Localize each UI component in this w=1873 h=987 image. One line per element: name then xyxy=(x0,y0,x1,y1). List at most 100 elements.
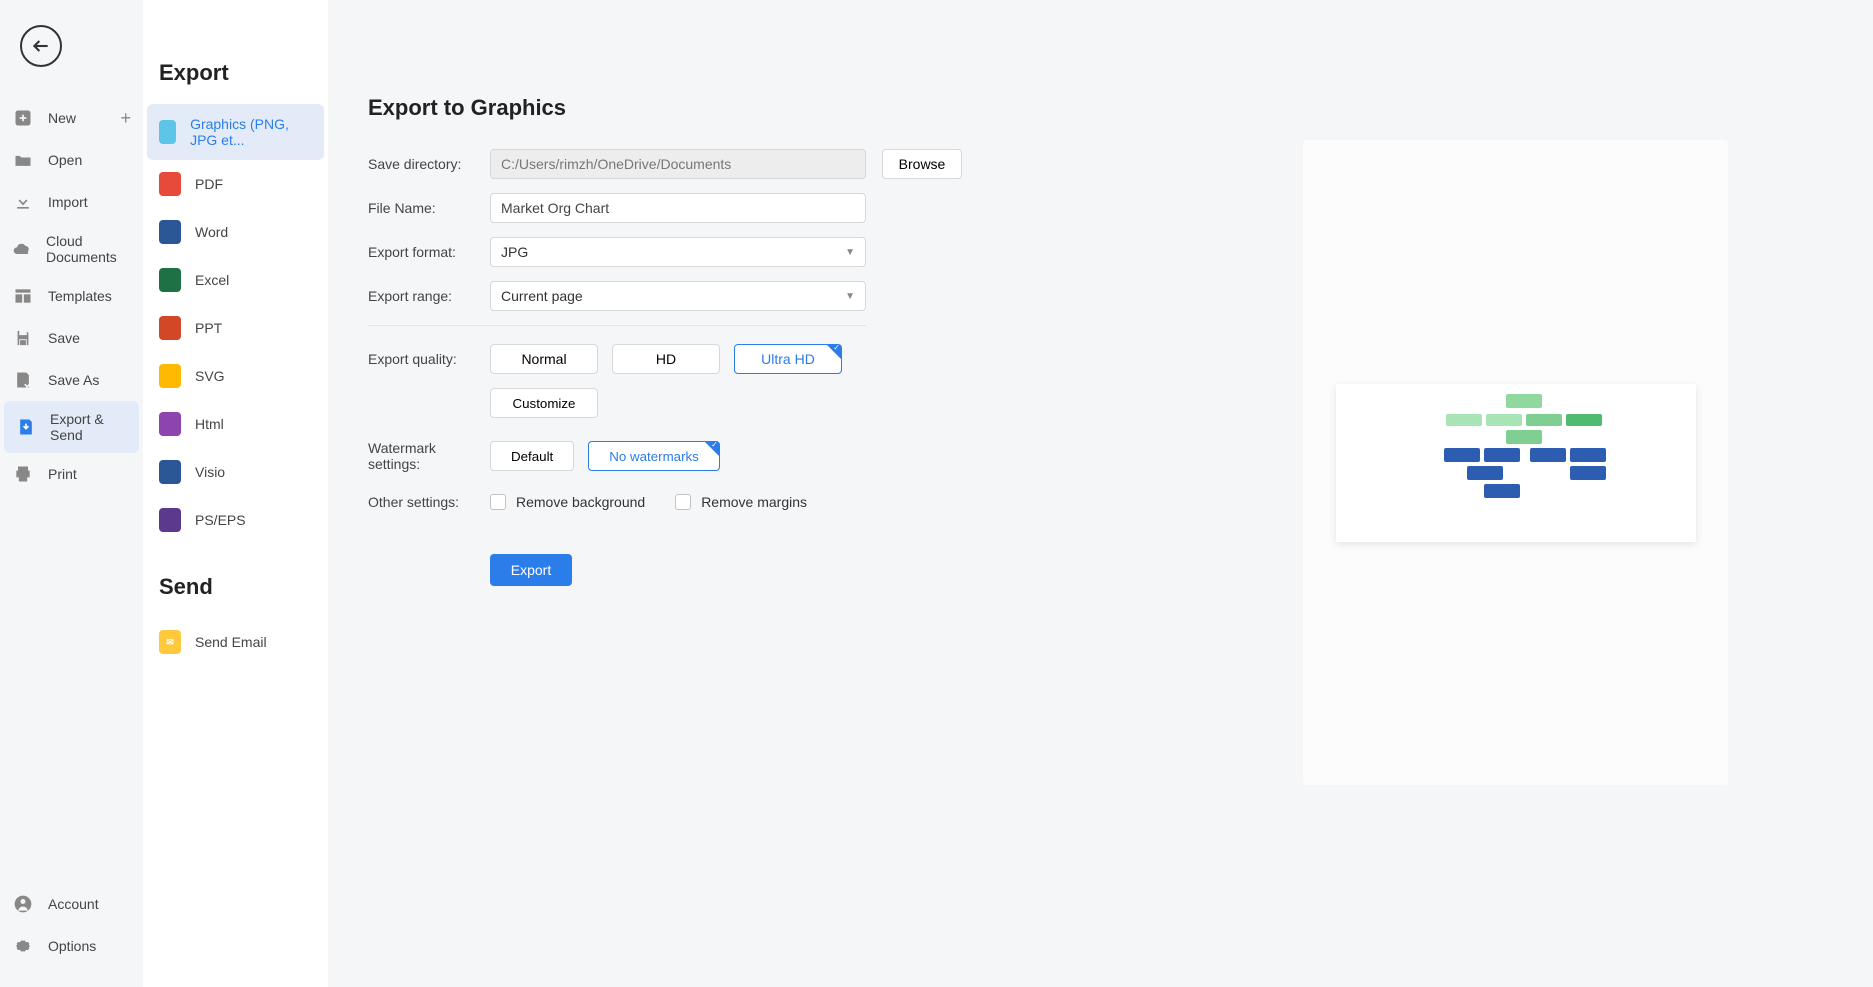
save-dir-input[interactable] xyxy=(490,149,866,179)
plus-square-icon xyxy=(12,107,34,129)
download-icon xyxy=(12,191,34,213)
format-label: SVG xyxy=(195,368,225,384)
account-icon xyxy=(12,893,34,915)
file-icon xyxy=(159,460,181,484)
send-label: Send Email xyxy=(195,634,267,650)
checkbox-remove-margins[interactable] xyxy=(675,494,691,510)
nav-export-send[interactable]: Export & Send xyxy=(4,401,139,453)
checkbox-label: Remove margins xyxy=(701,494,807,510)
format-item-0[interactable]: Graphics (PNG, JPG et... xyxy=(147,104,324,160)
chevron-down-icon: ▼ xyxy=(845,247,855,258)
save-icon xyxy=(12,327,34,349)
format-label: Visio xyxy=(195,464,225,480)
nav-import[interactable]: Import xyxy=(0,181,143,223)
format-label: PDF xyxy=(195,176,223,192)
quality-label: Export quality: xyxy=(368,351,490,367)
file-name-input[interactable] xyxy=(490,193,866,223)
preview-image xyxy=(1336,384,1696,542)
nav-open[interactable]: Open xyxy=(0,139,143,181)
format-item-1[interactable]: PDF xyxy=(143,160,328,208)
file-icon xyxy=(159,508,181,532)
checkbox-remove-background[interactable] xyxy=(490,494,506,510)
nav-label: Open xyxy=(48,152,82,168)
divider xyxy=(368,325,866,326)
nav-new[interactable]: New + xyxy=(0,97,143,139)
watermark-no-watermarks[interactable]: No watermarks xyxy=(588,441,720,471)
export-button[interactable]: Export xyxy=(490,554,572,586)
nav-label: Print xyxy=(48,466,77,482)
nav-label: Cloud Documents xyxy=(46,233,131,265)
nav-save-as[interactable]: Save As xyxy=(0,359,143,401)
nav-label: Options xyxy=(48,938,96,954)
format-label: PPT xyxy=(195,320,222,336)
nav-label: Save As xyxy=(48,372,99,388)
format-label: Graphics (PNG, JPG et... xyxy=(190,116,312,148)
nav-save[interactable]: Save xyxy=(0,317,143,359)
mail-icon: ✉ xyxy=(159,630,181,654)
nav-label: Export & Send xyxy=(50,411,127,443)
nav-label: Save xyxy=(48,330,80,346)
format-item-7[interactable]: Visio xyxy=(143,448,328,496)
nav-options[interactable]: Options xyxy=(0,925,143,967)
format-label: PS/EPS xyxy=(195,512,246,528)
print-icon xyxy=(12,463,34,485)
file-icon xyxy=(159,316,181,340)
nav-print[interactable]: Print xyxy=(0,453,143,495)
file-icon xyxy=(159,364,181,388)
quality-normal[interactable]: Normal xyxy=(490,344,598,374)
chevron-down-icon: ▼ xyxy=(845,291,855,302)
format-label: Export format: xyxy=(368,244,490,260)
customize-button[interactable]: Customize xyxy=(490,388,598,418)
file-name-label: File Name: xyxy=(368,200,490,216)
format-column: Export Graphics (PNG, JPG et... PDF Word Ex… xyxy=(143,0,328,987)
save-dir-label: Save directory: xyxy=(368,156,490,172)
format-label: Word xyxy=(195,224,228,240)
main-content: Export to Graphics Save directory: Brows… xyxy=(328,0,1873,987)
file-icon xyxy=(159,220,181,244)
gear-icon xyxy=(12,935,34,957)
back-button[interactable] xyxy=(20,25,62,67)
send-heading: Send xyxy=(143,544,328,618)
format-select[interactable]: JPG ▼ xyxy=(490,237,866,267)
preview-panel xyxy=(1303,140,1728,785)
watermark-default[interactable]: Default xyxy=(490,441,574,471)
file-icon xyxy=(159,120,176,144)
range-select[interactable]: Current page ▼ xyxy=(490,281,866,311)
checkbox-label: Remove background xyxy=(516,494,645,510)
browse-button[interactable]: Browse xyxy=(882,149,962,179)
save-as-icon xyxy=(12,369,34,391)
nav-items: New + Open Import Cloud Documents Templa… xyxy=(0,97,143,883)
templates-icon xyxy=(12,285,34,307)
format-item-4[interactable]: PPT xyxy=(143,304,328,352)
plus-icon[interactable]: + xyxy=(120,108,131,129)
nav-label: New xyxy=(48,110,76,126)
format-label: Excel xyxy=(195,272,229,288)
watermark-label: Watermark settings: xyxy=(368,440,490,472)
cloud-icon xyxy=(12,238,32,260)
nav-label: Import xyxy=(48,194,88,210)
quality-hd[interactable]: HD xyxy=(612,344,720,374)
nav-cloud[interactable]: Cloud Documents xyxy=(0,223,143,275)
file-icon xyxy=(159,268,181,292)
other-label: Other settings: xyxy=(368,494,490,510)
format-label: Html xyxy=(195,416,224,432)
nav-label: Templates xyxy=(48,288,112,304)
format-item-5[interactable]: SVG xyxy=(143,352,328,400)
file-icon xyxy=(159,172,181,196)
folder-icon xyxy=(12,149,34,171)
left-sidebar: New + Open Import Cloud Documents Templa… xyxy=(0,0,143,987)
format-item-6[interactable]: Html xyxy=(143,400,328,448)
export-heading: Export xyxy=(143,60,328,104)
range-label: Export range: xyxy=(368,288,490,304)
file-icon xyxy=(159,412,181,436)
format-item-8[interactable]: PS/EPS xyxy=(143,496,328,544)
nav-label: Account xyxy=(48,896,99,912)
quality-ultra-hd[interactable]: Ultra HD xyxy=(734,344,842,374)
nav-account[interactable]: Account xyxy=(0,883,143,925)
export-icon xyxy=(16,416,36,438)
format-item-3[interactable]: Excel xyxy=(143,256,328,304)
send-item-0[interactable]: ✉ Send Email xyxy=(143,618,328,666)
format-item-2[interactable]: Word xyxy=(143,208,328,256)
page-title: Export to Graphics xyxy=(368,95,1833,121)
nav-templates[interactable]: Templates xyxy=(0,275,143,317)
